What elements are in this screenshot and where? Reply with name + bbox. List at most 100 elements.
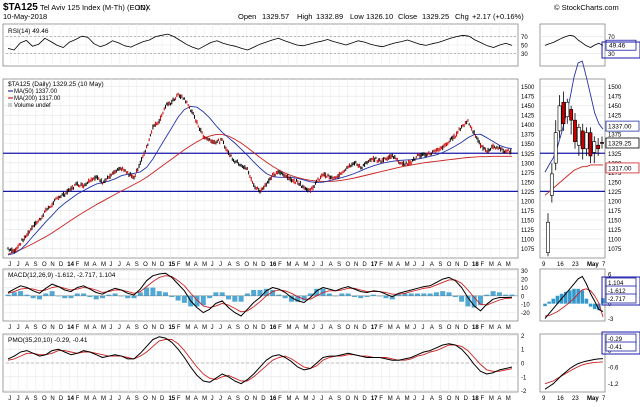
high-label: High [297,12,312,21]
macd-histogram-bar [465,295,471,307]
x-tick-label: J [8,396,11,402]
x-tick-label: S [34,262,38,268]
x-tick-label: A [295,396,299,402]
macd-histogram-bar [490,291,496,296]
macd-histogram-bar [478,295,483,306]
x-tick-label: J [312,396,315,402]
x-tick-label: J [413,262,416,268]
price-tick-label: 1500 [521,85,535,91]
price-tick-label: 1125 [521,228,535,234]
macd-value-box [605,293,637,304]
macd-histogram-bar [408,293,414,296]
rsi-inset-line [544,34,604,48]
x-tick-label: A [227,262,231,268]
x-tick-label: M [101,325,106,331]
inset-candle-body [592,141,597,153]
price-inset-tick-label: 1500 [608,85,622,91]
macd-histogram-bar [87,295,93,298]
macd-histogram-bar [263,288,269,296]
macd-histogram-bar [446,292,452,296]
x-tick-label: M [287,325,292,331]
x-tick-label: F [379,325,383,331]
x-tick-label: A [396,262,400,268]
pmo-highlight-box [601,331,640,355]
macd-histogram-bar [37,295,42,300]
x-tick-label: D [59,396,64,402]
x-tick-label: S [438,262,442,268]
macd-panel-frame [2,268,519,322]
x-tick-label: S [438,396,442,402]
x-tick-label: 15 [168,262,175,268]
x-tick-label: A [497,396,501,402]
macd-histogram-bar [207,295,213,299]
x-tick-label: N [253,325,257,331]
x-tick-label: J [109,396,112,402]
x-tick-label: O [143,325,148,331]
price-tick-label: 1350 [521,142,535,148]
macd-histogram-bar [276,294,282,296]
x-tick-label: 14 [67,396,74,402]
x-tick-label: N [455,396,459,402]
x-tick-label: A [329,325,333,331]
rsi-tick-label: 50 [521,44,528,50]
inset-candle-body [561,101,566,125]
macd-value-label: -2.717 [608,296,626,303]
macd-histogram-bar [459,295,465,302]
price-inset-tick-label: 1275 [608,171,622,177]
rsi-line [7,33,513,51]
x-tick-label: F [278,325,282,331]
macd-histogram-bar [370,294,376,296]
price-inset-tick-label: 1475 [608,95,622,101]
price-inset-tick-label: 1325 [608,152,622,158]
x-tick-label: F [76,396,80,402]
chart-date: 10-May-2018 [3,12,47,21]
macd-histogram-bar [49,291,55,296]
macd-histogram-bar [452,295,458,298]
x-tick-label: S [337,262,341,268]
macd-histogram-bar [18,291,24,296]
x-tick-label: M [202,325,207,331]
price-inset-frame [539,78,606,259]
x-tick-label: O [143,396,148,402]
x-tick-label: N [50,396,54,402]
x-tick-label: F [480,396,484,402]
macd-value-label: 1.104 [608,280,624,287]
macd-inset-histogram-bar [597,303,601,311]
price-tick-label: 1325 [521,152,535,158]
macd-tick-label: 0 [521,294,525,300]
x-tick-label: D [59,325,64,331]
x-tick-label: D [160,325,165,331]
price-inset-tick-label: 1150 [608,218,622,224]
price-panel-frame [2,78,519,259]
price-tick-label: 1275 [521,171,535,177]
x-tick-label: J [118,325,121,331]
x-tick-label: A [295,262,299,268]
macd-histogram-bar [181,295,187,303]
macd-inset-signal-line [544,288,604,318]
x-tick-label: M [405,396,410,402]
chart-symbol: $TA125 [3,2,38,13]
price-tick-label: 1375 [521,133,535,139]
pmo-tick-label: 1 [521,348,525,354]
open-label: Open [238,12,256,21]
legend-volume-swatch [8,103,12,107]
x-tick-label: A [25,396,29,402]
inset-value-box [605,137,640,149]
x-tick-label: M [506,262,511,268]
x-tick-label: O [447,325,452,331]
x-tick-label: M [202,396,207,402]
x-tick-label: S [34,325,38,331]
x-tick-label: A [93,396,97,402]
x-tick-label: D [160,396,165,402]
x-tick-label: M [489,262,494,268]
x-tick-label: N [152,325,156,331]
macd-value-label: -1.612 [608,288,626,295]
x-tick-label: M [287,396,292,402]
macd-histogram-bar [301,295,307,301]
macd-histogram-bar [106,294,112,296]
x-tick-label: M [101,396,106,402]
x-tick-label: M [489,325,494,331]
x-tick-label: M [388,262,393,268]
x-tick-label: 18 [472,262,479,268]
